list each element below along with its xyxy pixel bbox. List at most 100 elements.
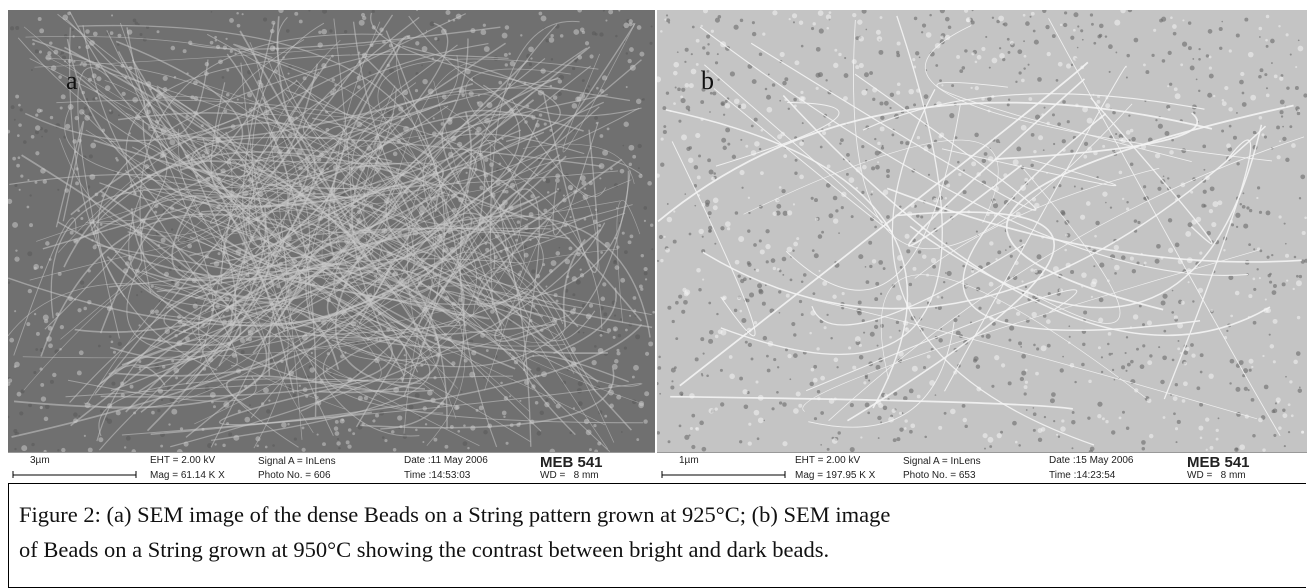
- texture: [913, 65, 916, 68]
- texture: [417, 278, 420, 281]
- texture: [555, 173, 560, 178]
- texture: [1277, 401, 1279, 403]
- texture: [45, 241, 50, 246]
- texture: [909, 283, 912, 286]
- texture: [1296, 351, 1301, 356]
- texture: [74, 299, 76, 301]
- texture: [1155, 259, 1160, 264]
- wd: WD = 8 mm: [540, 470, 599, 481]
- texture: [713, 198, 719, 204]
- texture: [1294, 256, 1297, 259]
- texture: [1282, 413, 1287, 418]
- texture: [1180, 63, 1183, 66]
- texture: [1083, 311, 1087, 315]
- texture: [1277, 155, 1281, 159]
- texture: [673, 102, 676, 105]
- texture: [948, 25, 952, 29]
- texture: [1177, 323, 1183, 329]
- texture: [551, 165, 553, 167]
- texture: [1173, 32, 1177, 36]
- texture: [689, 393, 695, 399]
- texture: [470, 425, 475, 430]
- texture: [1143, 63, 1146, 66]
- texture: [335, 257, 339, 261]
- mag: Mag = 197.95 K X: [795, 470, 875, 481]
- texture: [917, 395, 921, 399]
- texture: [1186, 268, 1191, 273]
- texture: [1278, 25, 1280, 27]
- texture: [1112, 111, 1116, 115]
- texture: [275, 334, 278, 337]
- texture: [304, 187, 309, 192]
- texture: [216, 205, 220, 209]
- texture: [1134, 38, 1139, 43]
- texture: [1219, 27, 1223, 31]
- texture: [844, 57, 846, 59]
- texture: [90, 219, 95, 224]
- texture: [175, 376, 178, 379]
- texture: [1077, 47, 1079, 49]
- panel-label: b: [701, 66, 714, 96]
- texture: [639, 174, 643, 178]
- texture: [535, 401, 539, 405]
- texture: [1119, 171, 1123, 175]
- texture: [632, 155, 636, 159]
- texture: [1021, 371, 1026, 376]
- texture: [313, 191, 316, 194]
- texture: [1258, 417, 1263, 422]
- texture: [945, 197, 948, 200]
- texture: [988, 437, 994, 443]
- texture: [645, 352, 649, 356]
- texture: [792, 249, 794, 251]
- texture: [17, 392, 22, 397]
- texture: [305, 244, 309, 248]
- texture: [95, 90, 97, 92]
- texture: [188, 41, 192, 45]
- texture: [1108, 332, 1112, 336]
- texture: [900, 266, 903, 269]
- texture: [759, 148, 762, 151]
- texture: [657, 260, 659, 262]
- texture: [1082, 343, 1085, 346]
- texture: [357, 85, 361, 89]
- texture: [129, 132, 131, 134]
- texture: [171, 360, 174, 363]
- texture: [1181, 148, 1186, 153]
- texture: [51, 65, 56, 70]
- texture: [898, 351, 904, 357]
- texture: [863, 381, 866, 384]
- texture: [713, 205, 718, 210]
- texture: [700, 118, 703, 121]
- texture: [255, 436, 260, 441]
- texture: [14, 448, 16, 450]
- texture: [1126, 427, 1129, 430]
- texture: [136, 294, 138, 296]
- texture: [1198, 58, 1201, 61]
- texture: [644, 220, 646, 222]
- texture: [270, 29, 274, 33]
- texture: [1173, 412, 1176, 415]
- texture: [133, 18, 137, 22]
- texture: [781, 189, 785, 193]
- texture: [572, 67, 575, 70]
- texture: [299, 198, 302, 201]
- texture: [1061, 419, 1064, 422]
- texture: [609, 404, 614, 409]
- texture: [48, 326, 53, 331]
- texture: [214, 261, 220, 267]
- texture: [1216, 429, 1219, 432]
- texture: [458, 247, 460, 249]
- texture: [469, 372, 475, 378]
- texture: [37, 108, 41, 112]
- caption-line: Figure 2: (a) SEM image of the dense Bea…: [19, 502, 890, 528]
- texture: [1235, 213, 1240, 218]
- texture: [725, 100, 728, 103]
- texture: [1034, 269, 1038, 273]
- texture: [79, 109, 85, 115]
- texture: [509, 395, 511, 397]
- texture: [839, 142, 841, 144]
- texture: [694, 165, 698, 169]
- texture: [1290, 53, 1292, 55]
- texture: [532, 304, 535, 307]
- texture: [666, 14, 668, 16]
